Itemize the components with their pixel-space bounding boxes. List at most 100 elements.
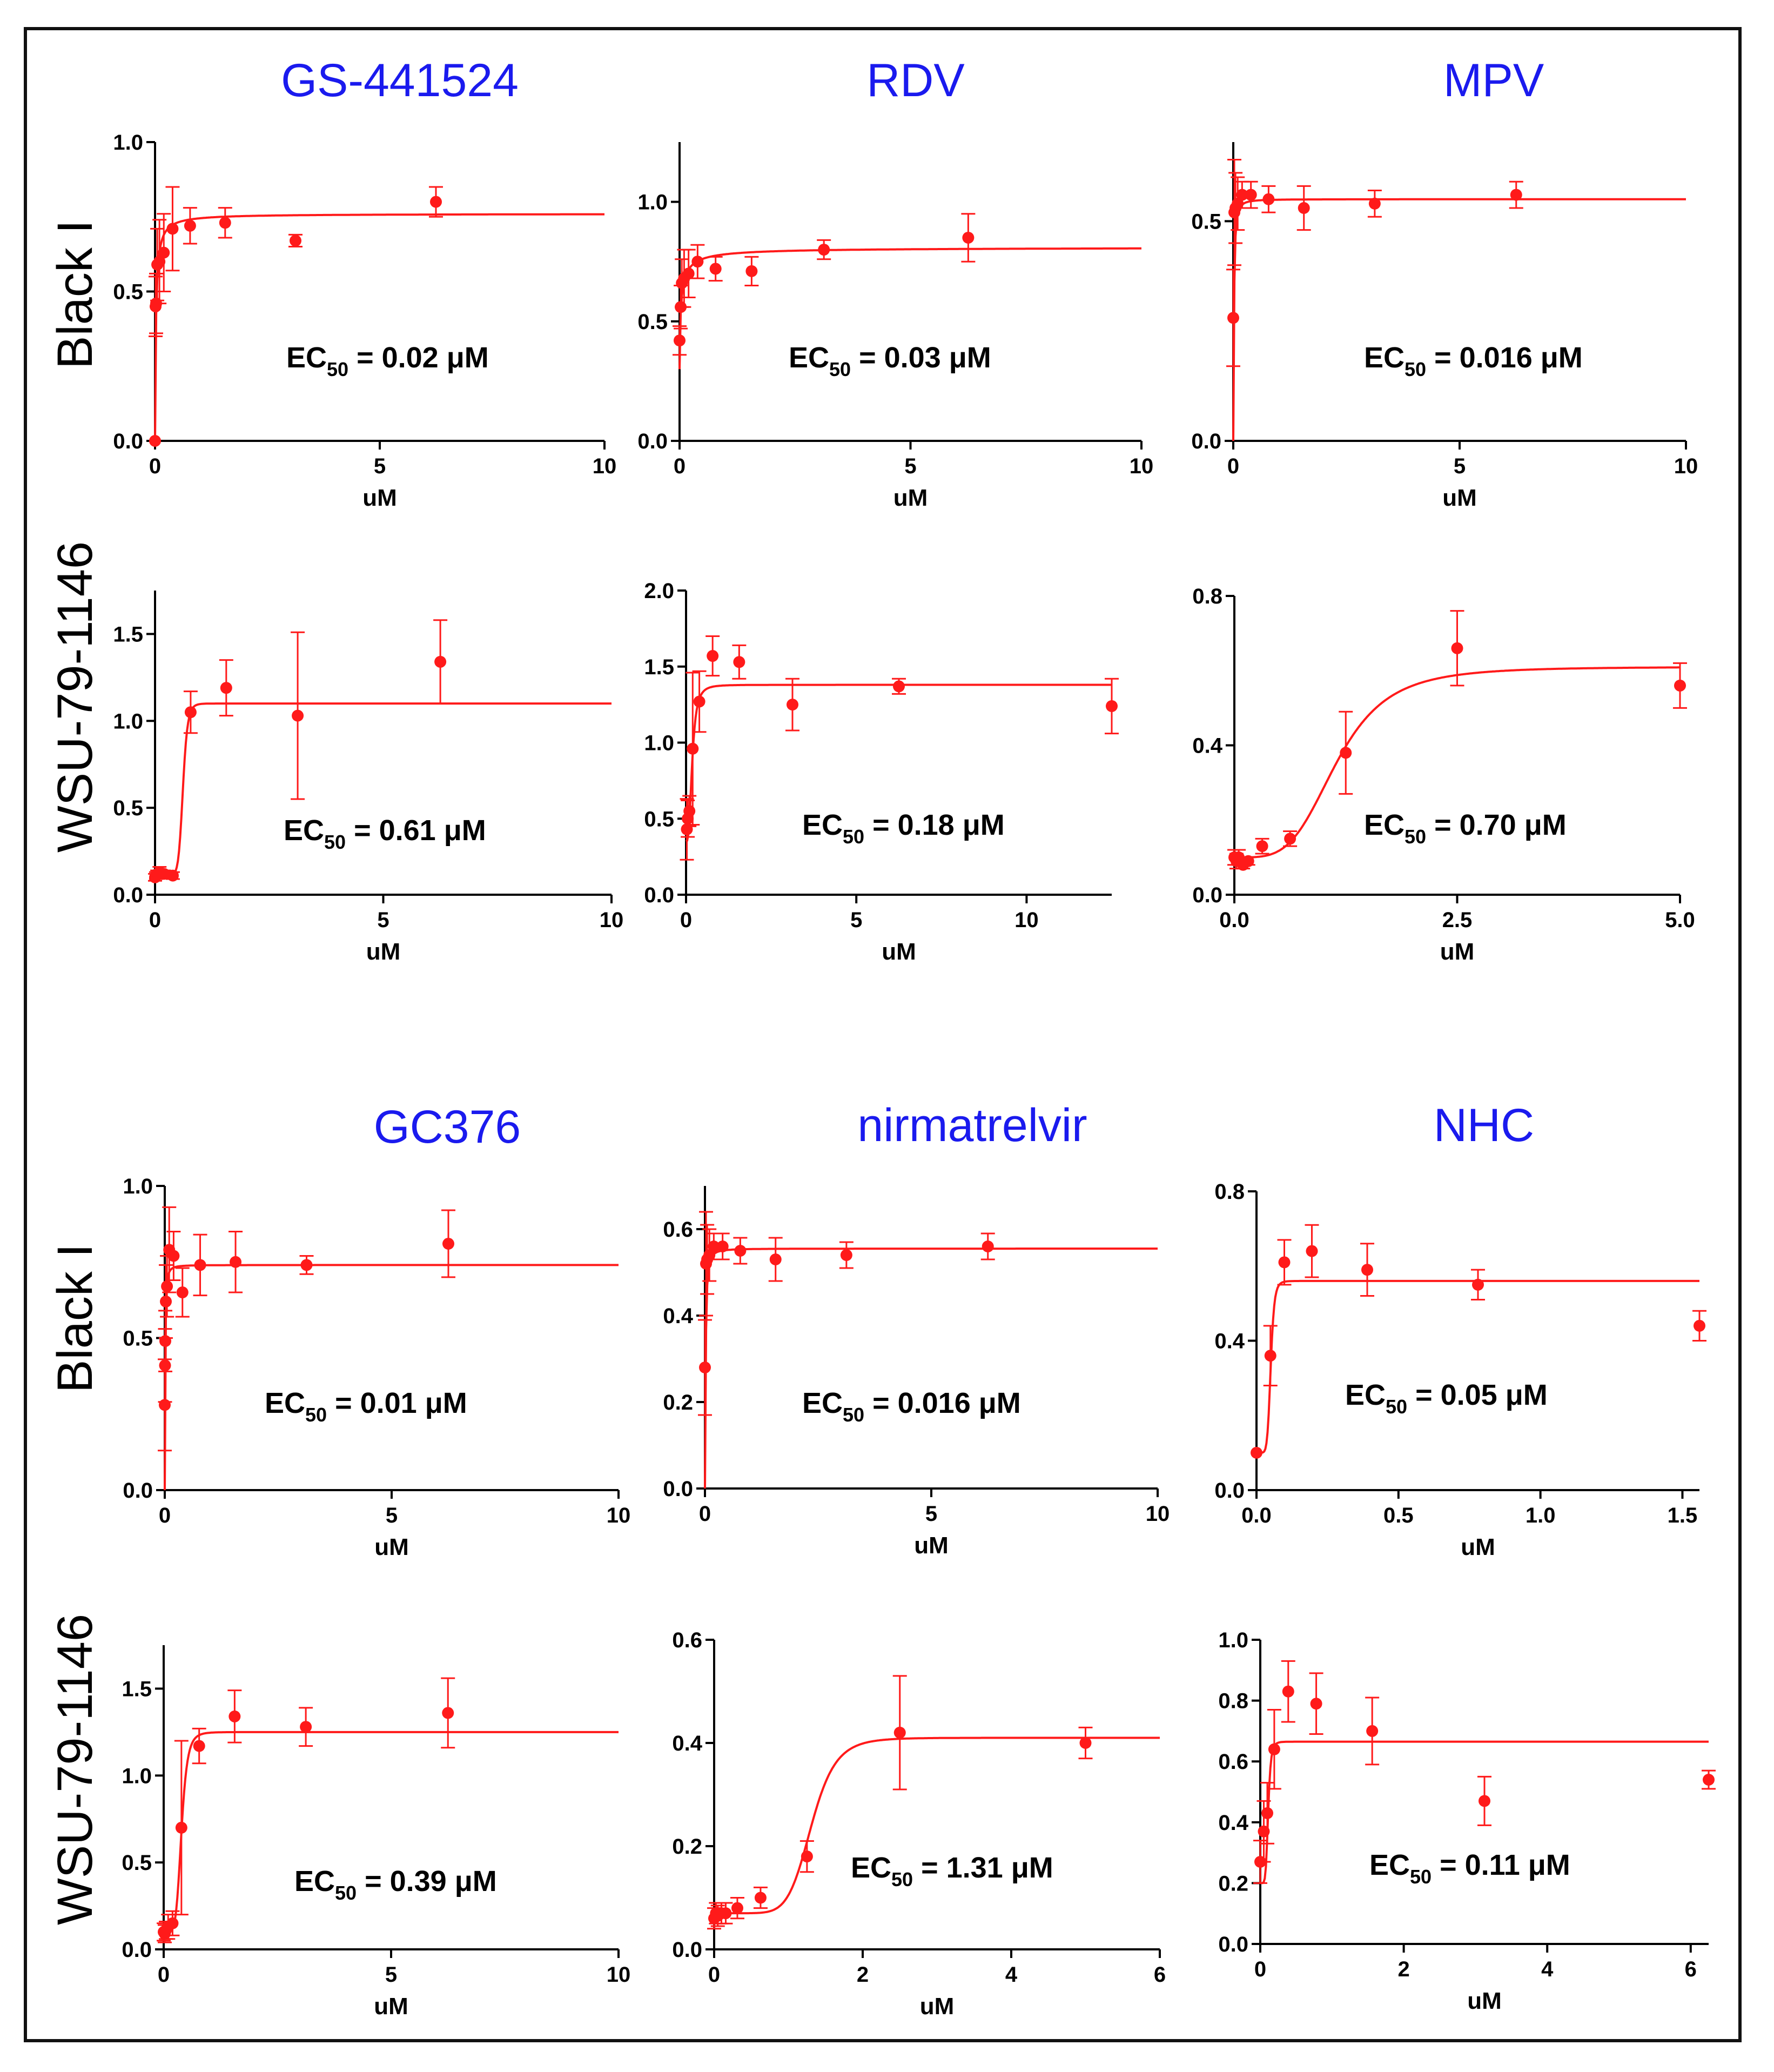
data-point (693, 695, 705, 708)
x-tick-label: 1.5 (1668, 1504, 1698, 1527)
row-label-wsu-1: WSU-79-1146 (48, 541, 103, 853)
drug-title-gc376: GC376 (374, 1101, 521, 1153)
data-point (434, 655, 447, 668)
data-point (1261, 1807, 1274, 1819)
x-tick-label: 5 (385, 1963, 397, 1987)
data-point (161, 1280, 173, 1292)
panel-rdv-black: 0.0 0.5 1.0 0 5 10 uM EC50 = 0.03 μM (637, 142, 1153, 511)
data-point (1227, 312, 1239, 324)
data-point (1472, 1278, 1484, 1291)
data-point (149, 435, 161, 447)
fit-curve (704, 1248, 1158, 1489)
data-point (733, 656, 745, 668)
y-tick-label: 0.8 (1214, 1180, 1245, 1204)
x-tick-label: 4 (1541, 1957, 1554, 1981)
fit-curve (1232, 198, 1686, 441)
x-tick-label: 1.0 (1526, 1504, 1556, 1527)
y-tick-label: 0.4 (672, 1732, 702, 1755)
data-point (787, 699, 798, 711)
data-point (219, 217, 231, 229)
data-point (166, 1917, 179, 1929)
ec50-label: EC50 = 0.61 μM (284, 814, 486, 853)
drug-title-nirmatrelvir: nirmatrelvir (857, 1099, 1087, 1151)
panel-gs441524-wsu: 0.0 0.5 1.0 1.5 0 5 10 uM EC50 = 0.61 μM (113, 591, 623, 965)
x-axis-label: uM (1467, 1988, 1502, 2014)
data-point (153, 256, 166, 268)
data-point (158, 246, 170, 259)
data-point (1340, 747, 1352, 759)
data-point (292, 709, 304, 722)
data-point (194, 1259, 206, 1271)
ec50-label: EC50 = 0.39 μM (294, 1865, 497, 1904)
y-tick-label: 0.2 (1218, 1872, 1248, 1895)
x-tick-label: 10 (1146, 1502, 1170, 1526)
drug-title-rdv: RDV (866, 55, 965, 106)
fit-curve (164, 1264, 619, 1491)
ec50-label: EC50 = 0.016 μM (1364, 341, 1583, 380)
data-point (745, 265, 758, 277)
panel-rdv-wsu: 0.0 0.5 1.0 1.5 2.0 0 5 10 uM EC50 = 0.18 μM (644, 579, 1119, 965)
x-axis-label: uM (366, 938, 401, 965)
data-point (176, 1286, 189, 1299)
x-axis-label: uM (374, 1993, 408, 2020)
data-point (442, 1707, 454, 1719)
panel-nirmatrelvir-black: 0.0 0.2 0.4 0.6 0 5 10 uM EC50 = 0.016 μM (663, 1186, 1170, 1559)
y-tick-label: 0.6 (672, 1628, 702, 1652)
y-tick-label: 0.0 (1214, 1479, 1245, 1503)
y-tick-label: 0.0 (637, 430, 668, 453)
row-label-black-2: Black I (48, 1244, 103, 1393)
x-tick-label: 6 (1685, 1957, 1697, 1981)
x-tick-label: 10 (1014, 908, 1039, 932)
data-point (229, 1710, 241, 1722)
figure-frame (24, 27, 1742, 2042)
data-point (193, 1740, 205, 1752)
data-point (682, 267, 695, 280)
x-tick-label: 10 (593, 454, 617, 478)
x-tick-label: 10 (607, 1504, 631, 1527)
x-axis-label: uM (1440, 938, 1475, 965)
panel-nhc-black: 0.0 0.4 0.8 0.0 0.5 1.0 1.5 uM EC50 = 0.05 μM (1214, 1180, 1706, 1560)
data-point (166, 223, 179, 235)
x-tick-label: 5 (1454, 454, 1466, 478)
data-point (1251, 1446, 1262, 1459)
x-tick-label: 2.5 (1442, 908, 1473, 932)
data-point (167, 1250, 180, 1262)
data-point (731, 1902, 743, 1914)
data-point (1232, 197, 1244, 210)
data-point (1510, 189, 1522, 201)
x-tick-label: 2 (1397, 1957, 1409, 1981)
data-point (699, 1362, 711, 1373)
x-tick-label: 5 (374, 454, 386, 478)
data-point (716, 1240, 729, 1252)
ec50-label: EC50 = 0.03 μM (789, 341, 991, 380)
data-point (683, 805, 696, 817)
y-tick-label: 0.0 (123, 1479, 153, 1503)
data-point (1256, 840, 1268, 853)
y-tick-label: 0.2 (663, 1391, 693, 1414)
y-tick-label: 1.5 (113, 622, 143, 646)
data-point (1106, 700, 1118, 712)
data-point (1298, 202, 1310, 214)
x-tick-label: 0.5 (1383, 1504, 1414, 1527)
data-point (1278, 1256, 1291, 1269)
data-point (184, 706, 197, 719)
y-tick-label: 0.6 (663, 1218, 693, 1242)
data-point (1236, 189, 1248, 201)
data-point (1242, 855, 1254, 867)
data-point (674, 334, 686, 347)
y-tick-label: 0.0 (644, 883, 674, 907)
drug-title-mpv: MPV (1443, 55, 1544, 106)
x-tick-label: 10 (600, 908, 624, 932)
data-point (1479, 1795, 1490, 1807)
data-point (300, 1259, 313, 1271)
data-point (1366, 1725, 1379, 1737)
y-tick-label: 1.0 (644, 732, 674, 755)
x-tick-label: 0 (1254, 1957, 1266, 1981)
data-point (300, 1721, 312, 1733)
fit-curve (155, 702, 612, 877)
y-tick-label: 0.2 (672, 1835, 702, 1859)
x-axis-label: uM (374, 1534, 409, 1560)
x-axis-label: uM (920, 1993, 955, 2020)
data-point (691, 256, 704, 268)
data-point (290, 234, 301, 247)
